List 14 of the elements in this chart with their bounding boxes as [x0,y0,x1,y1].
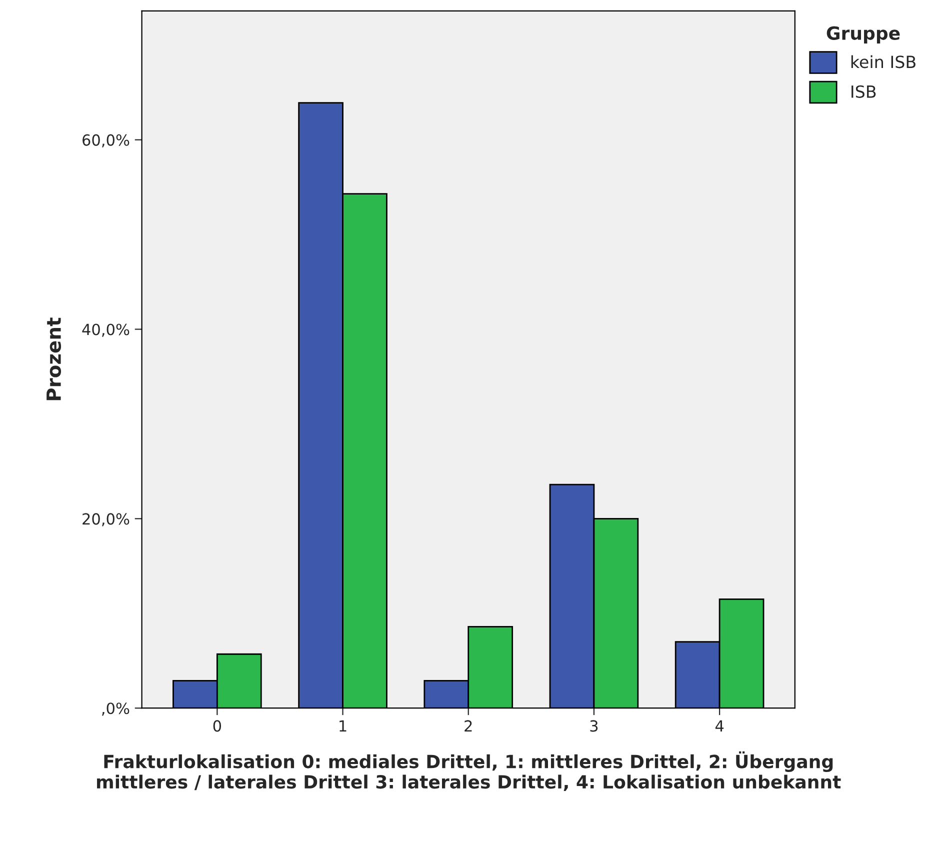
y-tick-label: 40,0% [82,324,130,337]
x-tick-label: 2 [464,720,472,732]
x-axis-title: Frakturlokalisation 0: mediales Drittel, 1: mittleres Drittel, 2: Übergang mittleres / laterales Drittel 3: laterales Drittel, 4: Lokalisation unbekannt [97,751,841,791]
y-axis-title: Prozent [46,318,62,400]
x-tick-label: 4 [715,720,724,732]
legend-label: ISB [852,85,876,98]
x-tick-label: 1 [340,720,346,732]
y-tick-label: ,0% [102,702,130,716]
y-tick-label: 60,0% [82,134,130,148]
x-tick-label: 3 [590,720,598,732]
x-tick-label: 0 [213,720,222,732]
legend-title: Gruppe [826,26,900,44]
legend-label: kein ISB [851,55,916,68]
y-tick-label: 20,0% [82,513,130,526]
